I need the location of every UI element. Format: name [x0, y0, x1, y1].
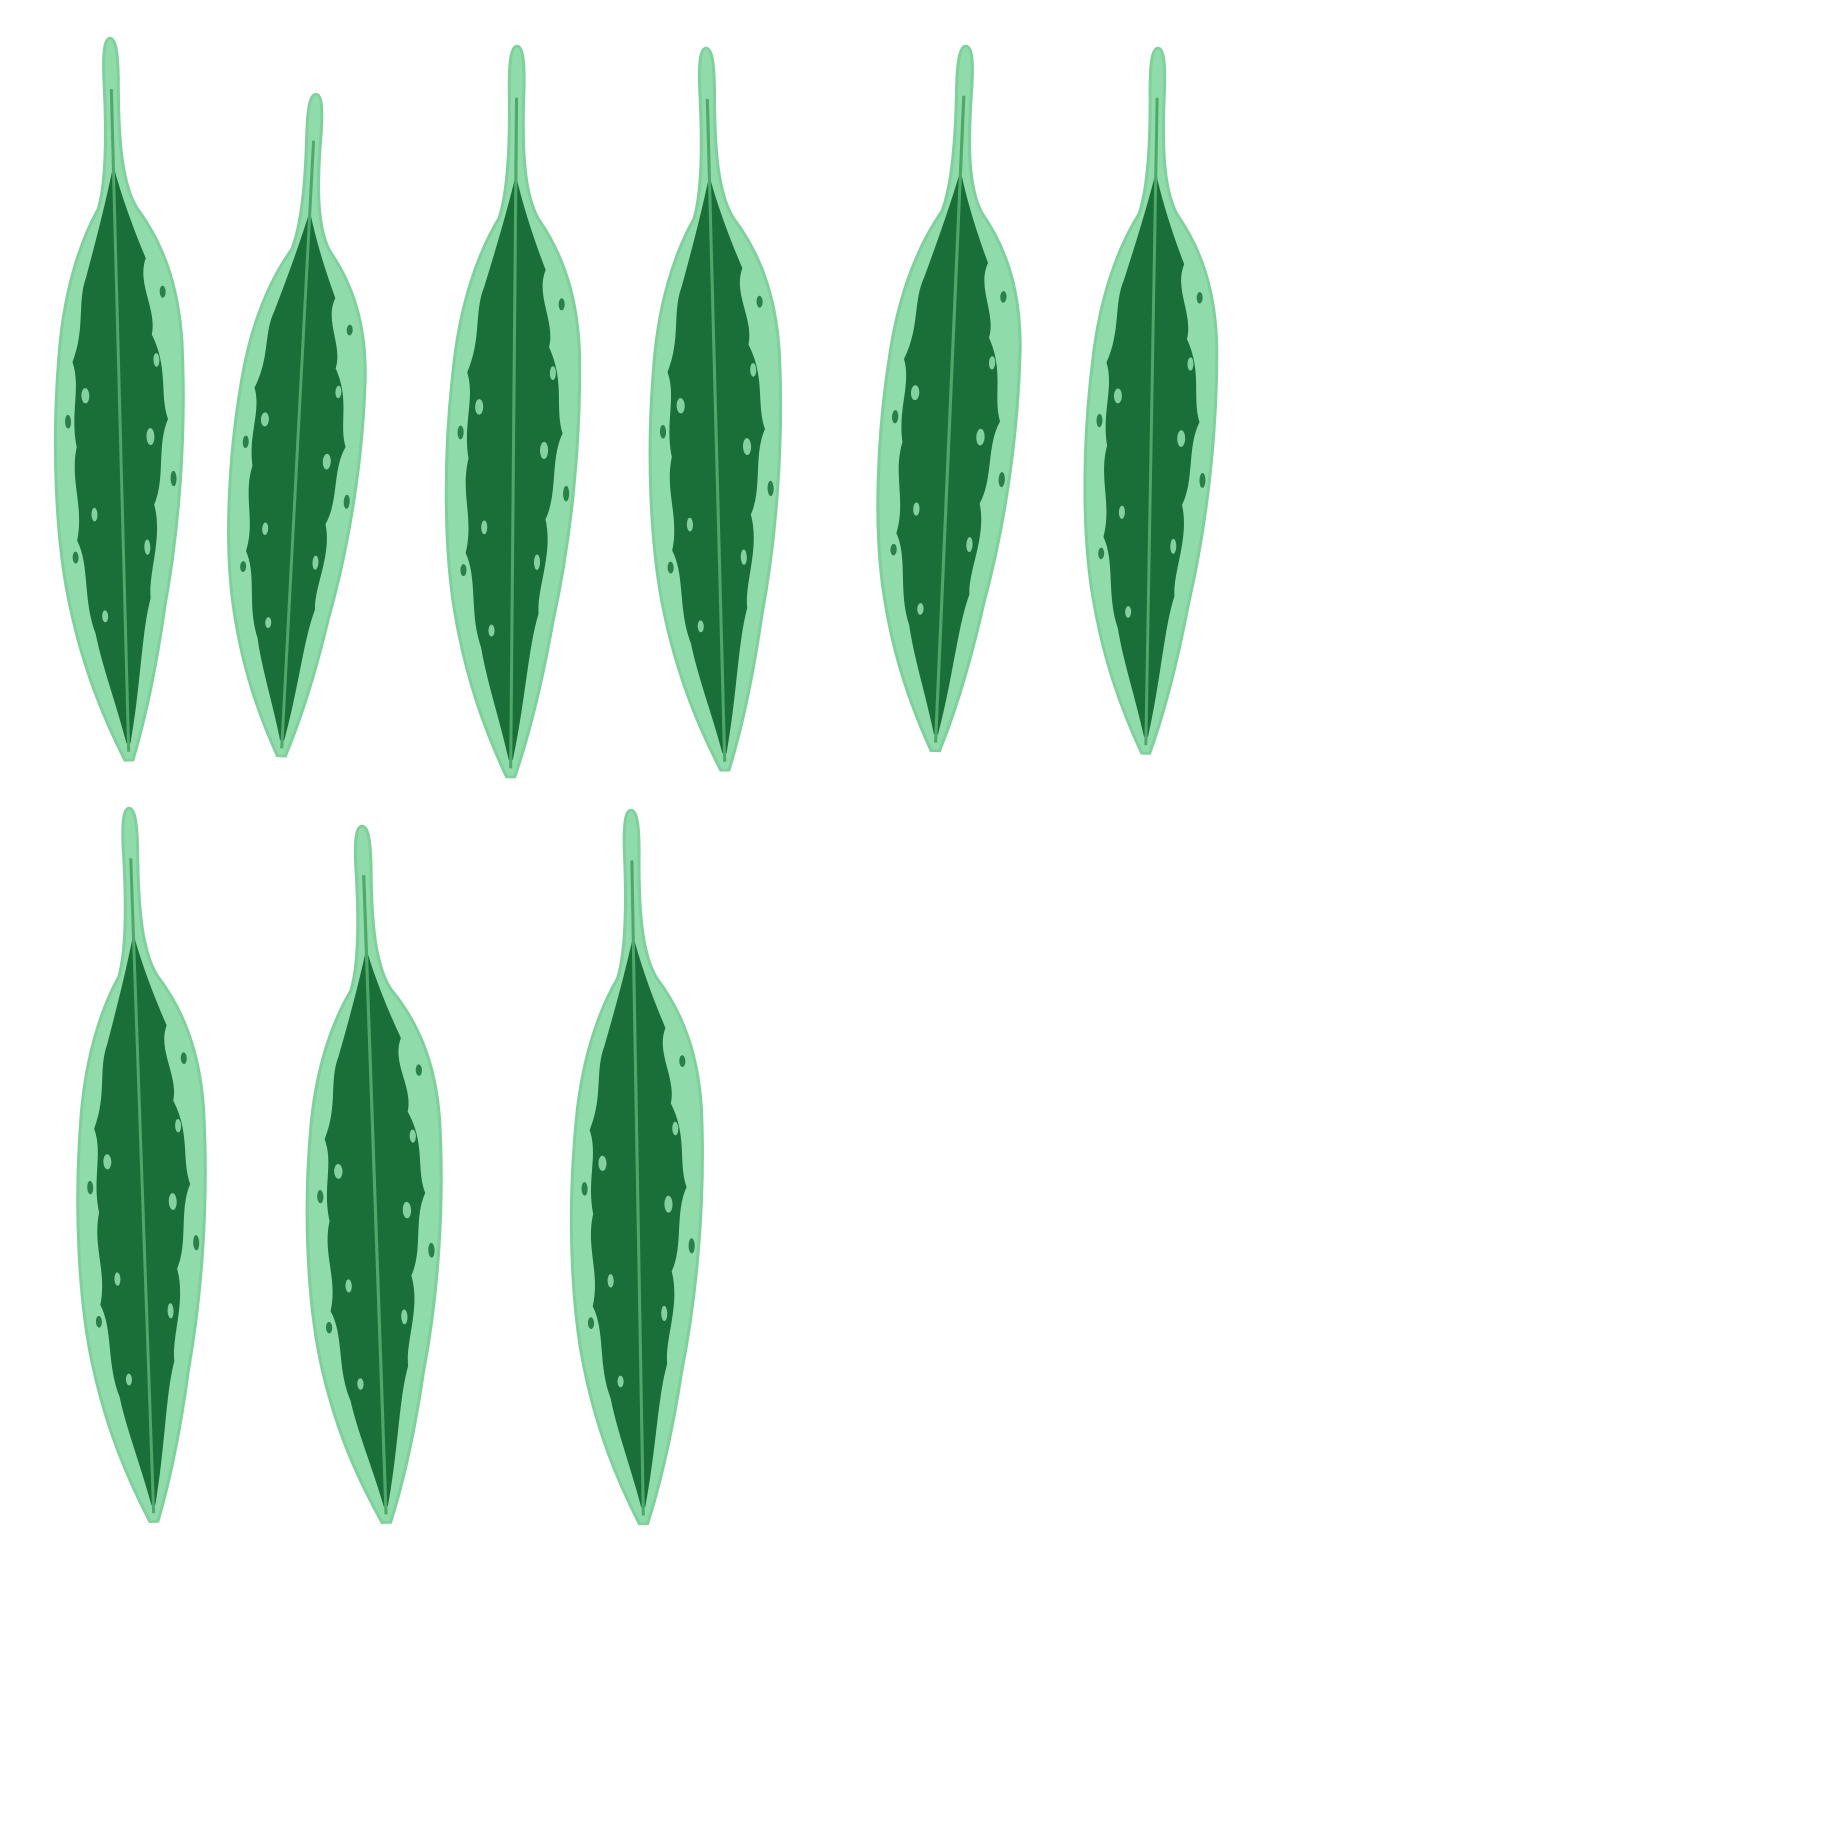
leaf-1	[44, 36, 193, 762]
leaf-7	[63, 806, 218, 1524]
leaf-2	[216, 91, 380, 760]
leaf-3	[444, 45, 583, 777]
leaf-5	[866, 43, 1033, 754]
leaf-8	[293, 824, 454, 1525]
leaf-6	[1080, 47, 1222, 755]
leaf-4	[639, 46, 790, 772]
leaf-9	[564, 809, 709, 1525]
